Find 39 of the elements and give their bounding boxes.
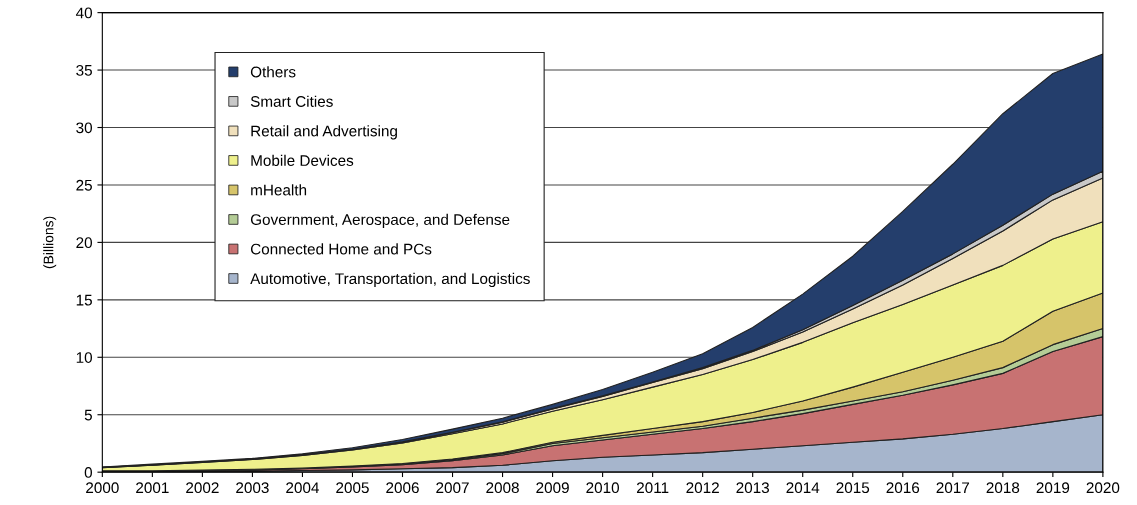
x-tick-label: 2010 <box>586 482 620 494</box>
x-tick-label: 2002 <box>186 482 219 494</box>
legend-label: Automotive, Transportation, and Logistics <box>250 272 530 288</box>
x-tick-label: 2015 <box>836 482 870 494</box>
y-tick-label: 25 <box>76 179 92 191</box>
x-tick-label: 2001 <box>136 482 169 494</box>
x-tick-label: 2016 <box>886 482 920 494</box>
legend-label: Government, Aerospace, and Defense <box>250 213 510 229</box>
y-tick-label: 0 <box>84 467 93 478</box>
x-tick-label: 2000 <box>86 482 119 494</box>
y-tick-label: 20 <box>76 237 93 249</box>
y-tick-label: 15 <box>76 294 92 306</box>
legend-label: Smart Cities <box>250 95 333 107</box>
x-tick-label: 2003 <box>236 482 269 494</box>
x-tick-label: 2014 <box>786 482 820 494</box>
y-tick-label: 10 <box>76 352 93 363</box>
legend-label: mHealth <box>251 184 307 196</box>
legend-label: Retail and Advertising <box>251 125 397 140</box>
x-tick-label: 2017 <box>936 482 970 494</box>
x-tick-label: 2020 <box>1086 482 1120 494</box>
x-tick-label: 2008 <box>486 482 519 494</box>
x-tick-label: 2004 <box>286 482 319 494</box>
x-tick-label: 2019 <box>1036 482 1070 494</box>
y-tick-label: 5 <box>84 409 92 421</box>
x-tick-label: 2013 <box>736 482 770 494</box>
legend-label: Connected Home and PCs <box>250 243 432 255</box>
y-tick-label: 35 <box>76 64 92 76</box>
legend-label: Others <box>250 66 296 78</box>
x-tick-label: 2011 <box>636 482 669 494</box>
y-axis-title: (Billions) <box>43 216 57 269</box>
legend-label: Mobile Devices <box>251 154 354 166</box>
y-tick-label: 40 <box>75 7 93 19</box>
x-tick-label: 2007 <box>436 482 469 494</box>
x-tick-label: 2018 <box>986 482 1020 494</box>
x-tick-label: 2012 <box>686 482 719 494</box>
x-tick-label: 2006 <box>386 482 419 494</box>
x-tick-label: 2005 <box>336 482 369 494</box>
y-tick-label: 30 <box>76 122 93 134</box>
x-tick-label: 2009 <box>536 482 569 494</box>
